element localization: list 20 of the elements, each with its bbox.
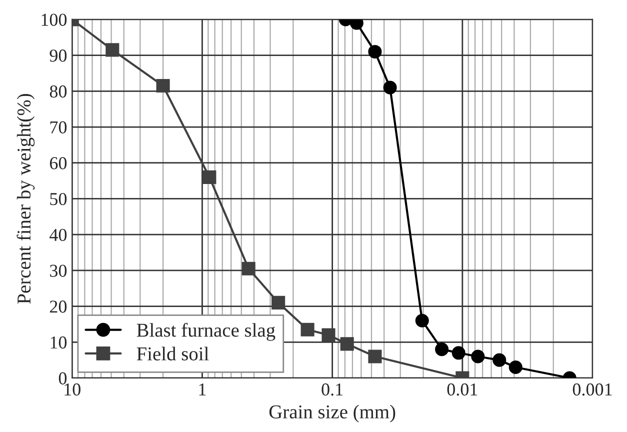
y-tick-label: 0 <box>58 372 67 384</box>
y-tick-label: 100 <box>42 14 67 26</box>
x-tick-label: 10 <box>64 383 80 396</box>
y-tick-label: 40 <box>50 228 67 242</box>
y-tick-label: 90 <box>50 50 67 62</box>
y-tick-label: 60 <box>50 157 67 170</box>
legend-label: Field soil <box>136 346 209 360</box>
y-tick-label: 30 <box>50 264 67 277</box>
y-tick-label: 70 <box>50 121 67 134</box>
y-tick-label: 50 <box>50 192 67 206</box>
y-tick-label: 10 <box>50 336 67 349</box>
x-tick-label: 0.01 <box>447 383 478 396</box>
x-tick-label: 0.001 <box>572 383 612 396</box>
y-axis-title: Percent finer by weight(%) <box>16 94 35 304</box>
x-tick-label: 0.1 <box>322 383 343 396</box>
y-tick-label: 80 <box>50 85 67 98</box>
legend-label: Blast furnace slag <box>136 322 276 341</box>
y-tick-label: 20 <box>50 300 67 313</box>
x-axis-title: Grain size (mm) <box>269 404 396 422</box>
x-tick-label: 1 <box>199 383 206 396</box>
